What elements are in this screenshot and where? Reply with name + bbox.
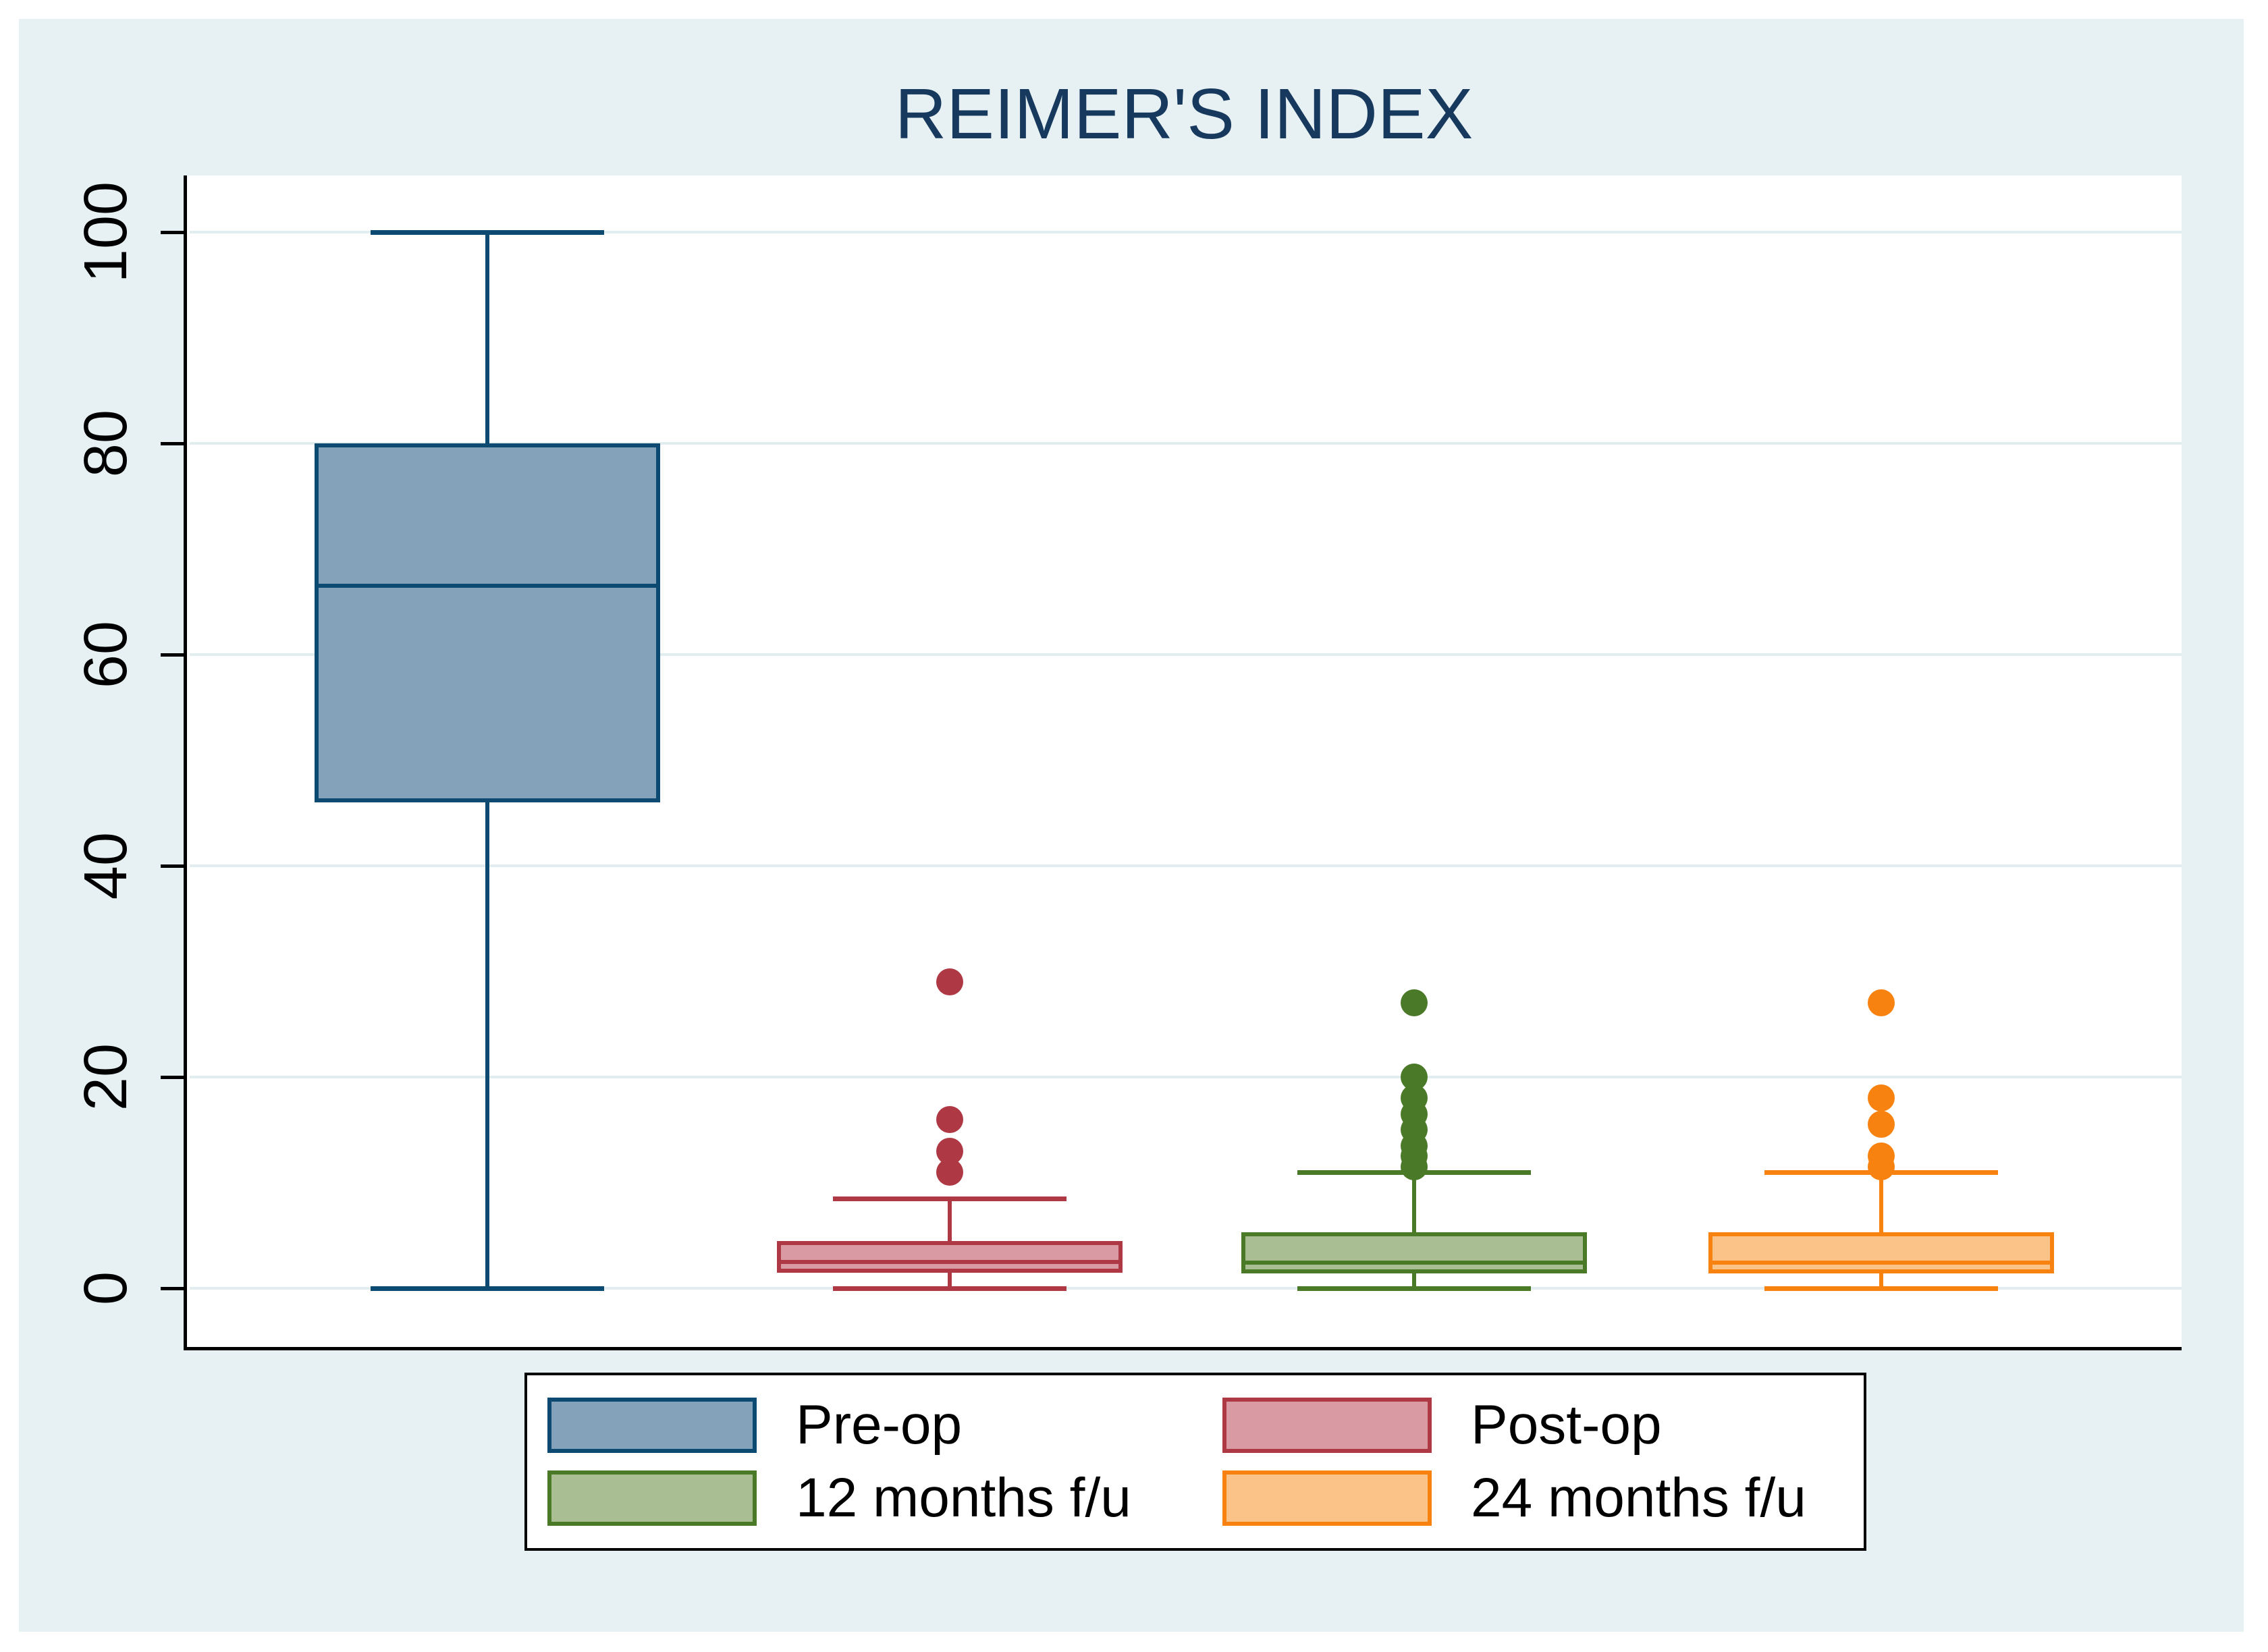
- y-axis-tick-label: 0: [72, 1271, 140, 1306]
- legend-label-24-months: 24 months f/u: [1471, 1467, 1806, 1529]
- whisker-line-upper: [948, 1198, 952, 1241]
- whisker-cap-bottom: [1764, 1286, 1998, 1291]
- gridline: [190, 442, 2182, 445]
- outlier-dot: [936, 968, 963, 996]
- gridline: [190, 231, 2182, 233]
- legend-entry-pre-op: Pre-op: [547, 1392, 1222, 1459]
- whisker-line-lower: [1879, 1273, 1883, 1288]
- whisker-line-lower: [948, 1272, 952, 1288]
- gridline: [190, 1076, 2182, 1078]
- y-axis-tick: [161, 653, 186, 657]
- whisker-cap-bottom: [833, 1286, 1066, 1291]
- whisker-line-lower: [1412, 1273, 1416, 1288]
- legend-swatch-post-op: [1222, 1398, 1432, 1453]
- y-axis-line: [184, 175, 187, 1350]
- box: [1241, 1232, 1587, 1274]
- y-axis-tick: [161, 442, 186, 445]
- outlier-dot: [1868, 1084, 1895, 1112]
- outlier-dot: [1401, 1064, 1428, 1091]
- whisker-line-upper: [1879, 1172, 1883, 1233]
- legend-swatch-pre-op: [547, 1398, 757, 1453]
- whisker-cap-top: [833, 1196, 1066, 1201]
- whisker-cap-top: [371, 230, 604, 235]
- legend-label-12-months: 12 months f/u: [796, 1467, 1131, 1529]
- x-axis-line: [184, 1347, 2182, 1350]
- gridline: [190, 1287, 2182, 1290]
- legend-swatch-24-months: [1222, 1470, 1432, 1526]
- outlier-dot: [1401, 989, 1428, 1017]
- y-axis-tick: [161, 864, 186, 868]
- whisker-line-upper: [485, 232, 489, 443]
- y-axis-tick: [161, 1076, 186, 1079]
- whisker-cap-bottom: [371, 1286, 604, 1291]
- outlier-dot: [1868, 1142, 1895, 1170]
- whisker-line-upper: [1412, 1172, 1416, 1233]
- y-axis-tick-label: 20: [72, 1043, 140, 1111]
- chart-title: REIMER'S INDEX: [894, 74, 1474, 154]
- outlier-dot: [936, 1105, 963, 1133]
- whisker-cap-bottom: [1297, 1286, 1531, 1291]
- legend-entry-24-months: 24 months f/u: [1222, 1464, 1864, 1532]
- gridline: [190, 653, 2182, 656]
- median-line: [1712, 1261, 2050, 1265]
- whisker-line-lower: [485, 802, 489, 1288]
- box: [777, 1240, 1123, 1273]
- legend-swatch-12-months: [547, 1470, 757, 1526]
- outlier-dot: [936, 1137, 963, 1165]
- legend: Pre-op Post-op 12 months f/u 24 months f…: [524, 1373, 1866, 1551]
- legend-label-post-op: Post-op: [1471, 1394, 1662, 1456]
- gridline: [190, 864, 2182, 867]
- y-axis-tick-label: 80: [72, 409, 140, 478]
- median-line: [319, 584, 656, 588]
- median-line: [1245, 1261, 1583, 1265]
- legend-entry-12-months: 12 months f/u: [547, 1464, 1222, 1532]
- legend-label-pre-op: Pre-op: [796, 1394, 963, 1456]
- y-axis-tick: [161, 1287, 186, 1290]
- outlier-dot: [1868, 989, 1895, 1017]
- box: [1708, 1232, 2054, 1274]
- box: [315, 443, 660, 803]
- median-line: [781, 1259, 1118, 1264]
- y-axis-tick-label: 100: [72, 181, 140, 283]
- y-axis-tick-label: 40: [72, 831, 140, 900]
- y-axis-tick-label: 60: [72, 620, 140, 689]
- y-axis-tick: [161, 231, 186, 234]
- legend-entry-post-op: Post-op: [1222, 1392, 1864, 1459]
- outlier-dot: [1868, 1111, 1895, 1138]
